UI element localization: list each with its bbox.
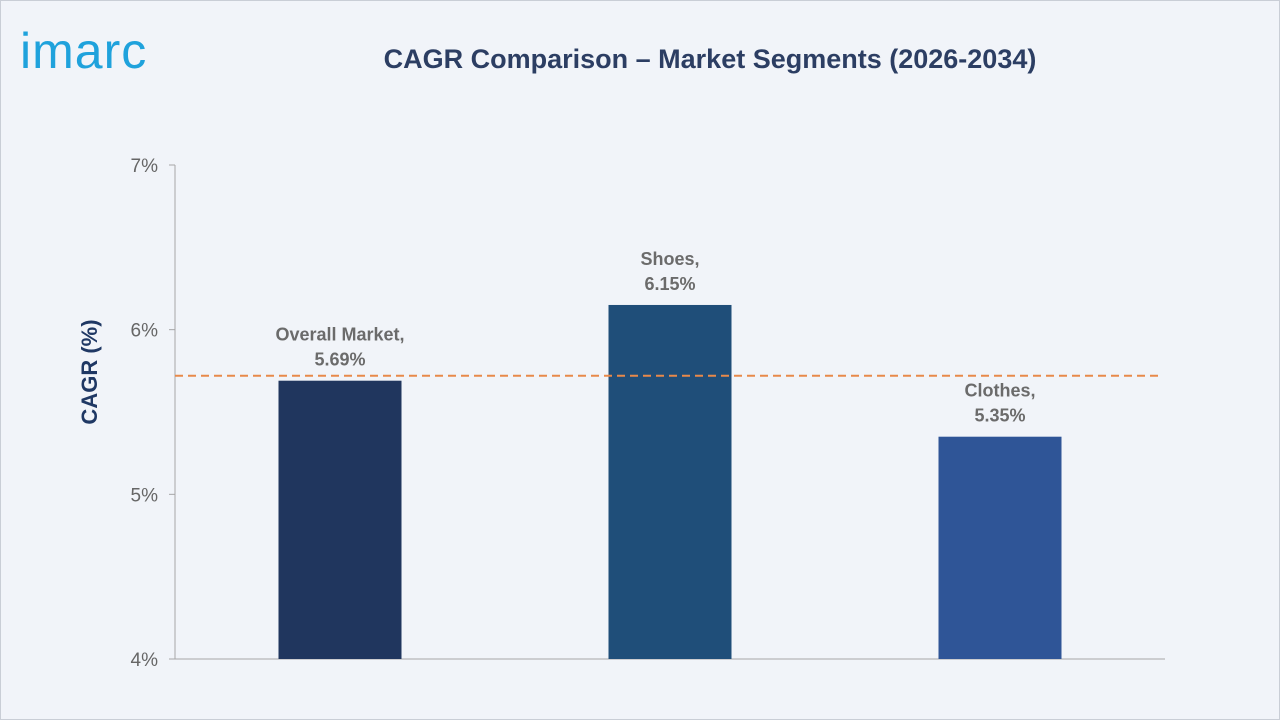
data-label: 6.15% xyxy=(644,274,695,294)
chart-title: CAGR Comparison – Market Segments (2026-… xyxy=(383,44,1037,74)
bar xyxy=(608,304,732,659)
data-label: Shoes, xyxy=(640,249,699,269)
y-axis-title: CAGR (%) xyxy=(77,319,102,424)
bar xyxy=(278,380,402,659)
data-label: 5.35% xyxy=(974,406,1025,426)
imarc-logo: imarc xyxy=(20,23,148,79)
y-tick-label: 5% xyxy=(131,485,159,506)
bar xyxy=(938,436,1062,659)
data-label: 5.69% xyxy=(314,350,365,370)
data-label: Overall Market, xyxy=(275,325,404,345)
data-label: Clothes, xyxy=(964,381,1035,401)
y-tick-label: 4% xyxy=(131,650,159,671)
y-tick-label: 6% xyxy=(131,321,159,342)
y-tick-label: 7% xyxy=(131,156,159,177)
